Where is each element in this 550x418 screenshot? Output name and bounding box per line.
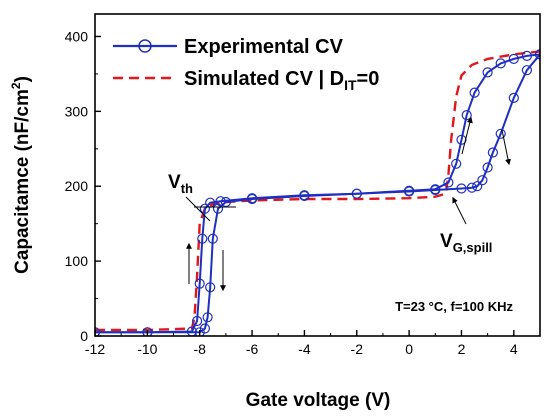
experimental-cv-point	[212, 203, 224, 214]
legend-label-simulated: Simulated CV | DIT=0	[184, 68, 379, 93]
vg-spill-label-sub: G,spill	[453, 240, 493, 255]
experimental-cv-point	[142, 327, 153, 336]
experimental-cv-point	[194, 327, 205, 336]
y-tick-label: 300	[65, 103, 89, 119]
x-tick-label: -6	[246, 341, 259, 357]
vth-pointer	[185, 196, 211, 222]
y-tick-label: 400	[65, 28, 89, 44]
experimental-cv-point	[199, 323, 210, 334]
vth-label-main: V	[168, 172, 181, 193]
experimental-cv-point	[534, 49, 540, 60]
experimental-cv-point	[247, 193, 258, 205]
vg-spill-label-main: V	[440, 231, 453, 252]
experimental-cv-point	[521, 50, 533, 62]
conditions-label: T=23 °C, f=100 KHz	[395, 299, 513, 314]
x-tick-label: -12	[85, 341, 105, 357]
x-tick-label: -2	[351, 341, 364, 357]
legend-label-experimental: Experimental CV	[184, 36, 344, 58]
legend-label-simulated-tail: =0	[357, 68, 380, 90]
legend: Experimental CV Simulated CV | DIT=0	[113, 36, 379, 93]
experimental-cv-reverse-line	[95, 53, 540, 334]
sweep-arrow-down-right	[501, 129, 511, 166]
vg-spill-pointer	[452, 196, 467, 225]
y-tick-label: 200	[65, 178, 89, 194]
experimental-cv-point	[451, 158, 462, 169]
experimental-cv-point	[461, 109, 472, 121]
experimental-cv-point	[205, 282, 216, 293]
y-axis-title-sup: 2	[9, 82, 23, 89]
experimental-cv-point	[482, 162, 493, 173]
x-tick-label: 2	[458, 341, 466, 357]
vg-spill-label: VG,spill	[440, 231, 492, 255]
y-tick-label: 0	[80, 328, 88, 344]
simulated-cv-line	[95, 50, 540, 332]
experimental-cv-point	[521, 65, 533, 76]
y-axis-title: Capacitamce (nF/cm2)	[9, 76, 33, 274]
experimental-cv-point	[430, 184, 441, 196]
annotations: Vth VG,spill T=23 °C, f=100 KHz	[168, 116, 513, 314]
y-tick-label: 100	[65, 253, 89, 269]
legend-label-simulated-main: Simulated CV | D	[184, 68, 344, 90]
vth-label: Vth	[168, 172, 193, 196]
experimental-cv-point	[495, 58, 506, 69]
experimental-cv-point	[508, 53, 519, 65]
plot-frame	[94, 13, 541, 337]
experimental-cv-point	[477, 175, 488, 186]
experimental-cv-point	[202, 312, 213, 323]
series-layer	[95, 49, 540, 336]
experimental-cv-point	[351, 188, 362, 199]
experimental-cv-point	[466, 182, 477, 193]
experimental-cv-point	[482, 67, 493, 78]
experimental-cv-point	[199, 203, 210, 214]
experimental-cv-forward-line	[95, 53, 540, 334]
y-axis-title-tail: )	[12, 76, 33, 82]
experimental-cv-point	[487, 147, 498, 158]
legend-marker-experimental	[138, 39, 152, 53]
x-tick-label: 4	[510, 341, 518, 357]
x-axis-title: Gate voltage (V)	[246, 390, 391, 411]
experimental-cv-point	[508, 92, 519, 104]
experimental-cv-point	[194, 278, 205, 289]
experimental-cv-point	[472, 181, 483, 192]
experimental-cv-point	[299, 190, 310, 202]
experimental-cv-point	[404, 186, 415, 197]
experimental-cv-point	[197, 233, 208, 244]
legend-label-simulated-sub: IT	[344, 77, 357, 93]
x-tick-label: -4	[298, 341, 311, 357]
x-tick-label: -8	[193, 341, 206, 357]
experimental-cv-point	[95, 327, 101, 336]
x-tick-label: 0	[405, 341, 413, 357]
sweep-arrow-up-right	[461, 116, 473, 155]
vth-label-sub: th	[181, 181, 193, 196]
experimental-cv-point	[192, 315, 203, 327]
axis-layer: -12 -10 -8 -6 -4 -2 0 2 4 0 100 200 300 400	[65, 28, 518, 357]
experimental-cv-point	[495, 128, 506, 139]
experimental-cv-point	[456, 183, 467, 194]
x-tick-label: -10	[137, 341, 157, 357]
y-axis-title-main: Capacitamce (nF/cm	[12, 89, 33, 274]
experimental-cv-point	[469, 87, 480, 98]
experimental-cv-point	[443, 177, 454, 188]
experimental-cv-point	[207, 233, 218, 244]
